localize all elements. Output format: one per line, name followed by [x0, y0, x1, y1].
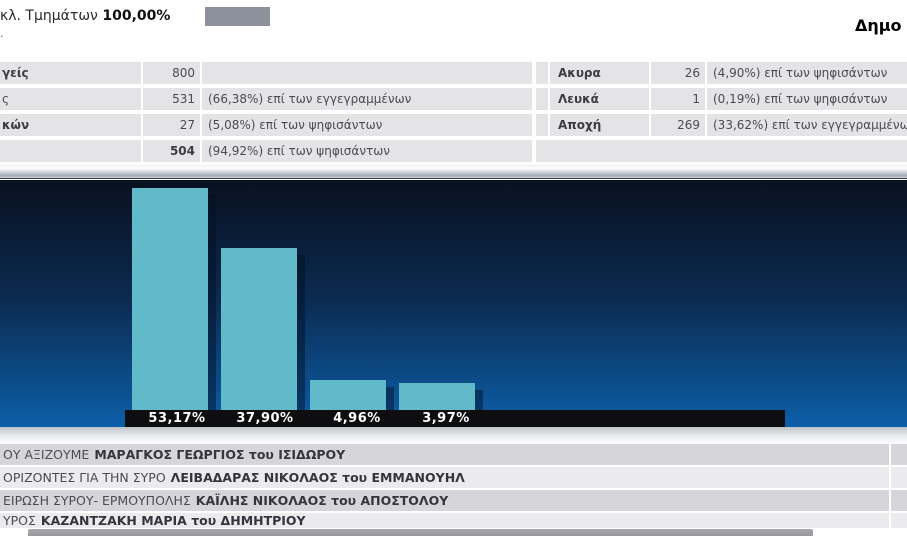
stat-label: Αποχή: [550, 114, 649, 136]
table-row: γείς 800 Ακυρα 26 (4,90%) επί των ψηφισά…: [0, 62, 907, 84]
candidate-name: ΚΑΪΛΗΣ ΝΙΚΟΛΑΟΣ του ΑΠΟΣΤΟΛΟΥ: [195, 493, 449, 508]
chart-frame-bottom: [0, 427, 907, 443]
coverage-progress-bar: [205, 7, 270, 26]
stat-value: 27: [143, 114, 200, 136]
spacer-cell: [536, 88, 548, 110]
table-row: κών 27 (5,08%) επί των ψηφισάντων Αποχή …: [0, 114, 907, 136]
table-row: ς 531 (66,38%) επί των εγγεγραμμένων Λευ…: [0, 88, 907, 110]
party-name: ΟΡΙΖΟΝΤΕΣ ΓΙΑ ΤΗΝ ΣΥΡΟ: [3, 470, 166, 485]
candidate-cell: ΕΙΡΩΣΗ ΣΥΡΟΥ- ΕΡΜΟΥΠΟΛΗΣ ΚΑΪΛΗΣ ΝΙΚΟΛΑΟΣ…: [0, 490, 889, 511]
stat-desc: (94,92%) επί των ψηφισάντων: [202, 140, 532, 162]
stat-label: κών: [0, 114, 141, 136]
results-bar-chart: 53,17% 37,90% 4,96% 3,97%: [0, 180, 907, 427]
stat-desc: (33,62%) επί των εγγεγραμμένων: [707, 114, 907, 136]
chart-frame-top: [0, 165, 907, 179]
stat-value: 1: [651, 88, 705, 110]
coverage-text: κλ. Τμημάτων 100,00%: [0, 8, 170, 24]
stat-desc: (5,08%) επί των ψηφισάντων: [202, 114, 532, 136]
stat-label: ς: [0, 88, 141, 110]
candidate-row: ΟΥ ΑΞΙΖΟΥΜΕ ΜΑΡΑΓΚΟΣ ΓΕΩΡΓΙΟΣ του ΙΣΙΔΩΡ…: [0, 444, 907, 465]
side-cell: [891, 490, 907, 511]
candidate-name: ΛΕΙΒΑΔΑΡΑΣ ΝΙΚΟΛΑΟΣ του ΕΜΜΑΝΟΥΗΛ: [170, 470, 465, 485]
empty-cell: [536, 140, 907, 162]
spacer-cell: [536, 62, 548, 84]
candidate-cell: ΟΥ ΑΞΙΖΟΥΜΕ ΜΑΡΑΓΚΟΣ ΓΕΩΡΓΙΟΣ του ΙΣΙΔΩΡ…: [0, 444, 889, 465]
party-name: ΥΡΟΣ: [3, 513, 36, 528]
candidate-cell: ΟΡΙΖΟΝΤΕΣ ΓΙΑ ΤΗΝ ΣΥΡΟ ΛΕΙΒΑΔΑΡΑΣ ΝΙΚΟΛΑ…: [0, 467, 889, 488]
stat-label: γείς: [0, 62, 141, 84]
text-fragment: .: [0, 27, 4, 40]
candidate-row: ΕΙΡΩΣΗ ΣΥΡΟΥ- ΕΡΜΟΥΠΟΛΗΣ ΚΑΪΛΗΣ ΝΙΚΟΛΑΟΣ…: [0, 490, 907, 511]
candidate-row: ΟΡΙΖΟΝΤΕΣ ΓΙΑ ΤΗΝ ΣΥΡΟ ΛΕΙΒΑΔΑΡΑΣ ΝΙΚΟΛΑ…: [0, 467, 907, 488]
party-name: ΟΥ ΑΞΙΖΟΥΜΕ: [3, 447, 90, 462]
coverage-value: 100,00%: [102, 8, 171, 24]
stat-value: 531: [143, 88, 200, 110]
bar-value-label: 4,96%: [333, 411, 381, 426]
stat-desc: (4,90%) επί των ψηφισάντων: [707, 62, 907, 84]
chart-bar: [310, 380, 386, 410]
chart-bar: [221, 248, 297, 410]
chart-label-strip: 53,17% 37,90% 4,96% 3,97%: [125, 410, 785, 427]
side-cell: [891, 513, 907, 528]
stat-label: Ακυρα: [550, 62, 649, 84]
chart-bar: [399, 383, 475, 410]
stats-table: γείς 800 Ακυρα 26 (4,90%) επί των ψηφισά…: [0, 62, 907, 162]
bar-value-label: 37,90%: [236, 411, 294, 426]
side-cell: [891, 444, 907, 465]
stat-value: 800: [143, 62, 200, 84]
side-cell: [891, 467, 907, 488]
candidate-name: ΜΑΡΑΓΚΟΣ ΓΕΩΡΓΙΟΣ του ΙΣΙΔΩΡΟΥ: [94, 447, 346, 462]
stat-value: 504: [143, 140, 200, 162]
party-name: ΕΙΡΩΣΗ ΣΥΡΟΥ- ΕΡΜΟΥΠΟΛΗΣ: [3, 493, 191, 508]
spacer-cell: [536, 114, 548, 136]
bar-value-label: 3,97%: [422, 411, 470, 426]
stat-value: 269: [651, 114, 705, 136]
candidate-row: ΥΡΟΣ ΚΑΖΑΝΤΖΑΚΗ ΜΑΡΙΑ του ΔΗΜΗΤΡΙΟΥ: [0, 513, 907, 528]
stat-label: [0, 140, 141, 162]
coverage-label: κλ. Τμημάτων: [0, 8, 98, 24]
candidate-name: ΚΑΖΑΝΤΖΑΚΗ ΜΑΡΙΑ του ΔΗΜΗΤΡΙΟΥ: [40, 513, 306, 528]
stat-desc: (0,19%) επί των ψηφισάντων: [707, 88, 907, 110]
stat-label: Λευκά: [550, 88, 649, 110]
stat-desc: [202, 62, 532, 84]
stat-value: 26: [651, 62, 705, 84]
bar-value-label: 53,17%: [148, 411, 206, 426]
stat-desc: (66,38%) επί των εγγεγραμμένων: [202, 88, 532, 110]
horizontal-scrollbar-thumb[interactable]: [28, 529, 813, 536]
chart-bar: [132, 188, 208, 410]
candidate-cell: ΥΡΟΣ ΚΑΖΑΝΤΖΑΚΗ ΜΑΡΙΑ του ΔΗΜΗΤΡΙΟΥ: [0, 513, 889, 528]
table-row: 504 (94,92%) επί των ψηφισάντων: [0, 140, 907, 162]
page-title: Δημο: [855, 16, 902, 35]
